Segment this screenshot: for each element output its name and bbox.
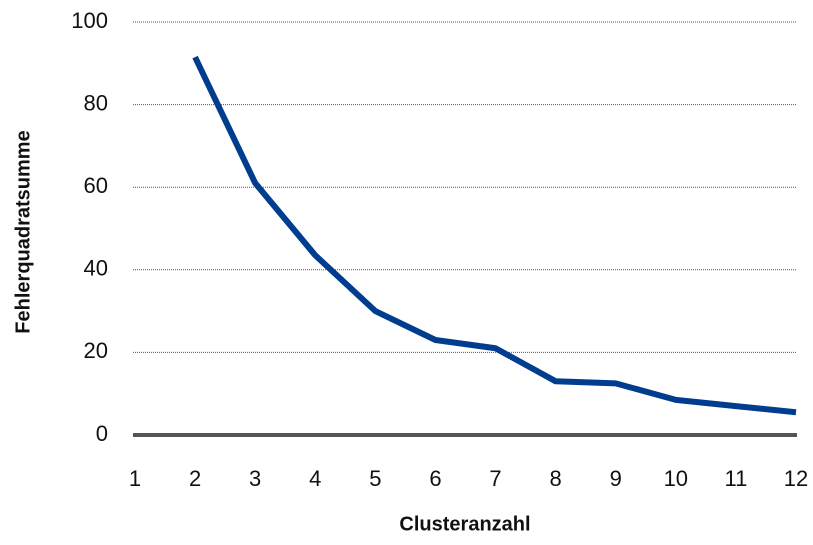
y-tick-label: 60 (84, 173, 108, 198)
x-tick-label: 10 (664, 466, 688, 491)
x-tick-label: 5 (369, 466, 381, 491)
x-tick-label: 11 (724, 466, 747, 491)
y-tick-label: 100 (71, 8, 108, 33)
x-tick-label: 3 (249, 466, 261, 491)
x-tick-label: 8 (550, 466, 562, 491)
x-tick-label: 4 (309, 466, 321, 491)
y-tick-label: 0 (96, 421, 108, 446)
data-line (192, 55, 797, 416)
x-tick-label: 12 (784, 466, 808, 491)
x-tick-label: 9 (610, 466, 622, 491)
x-tick-label: 1 (129, 466, 141, 491)
y-tick-label: 40 (84, 256, 108, 281)
y-axis-title: Fehlerquadratsumme (12, 130, 34, 333)
x-tick-label: 2 (189, 466, 201, 491)
y-tick-label: 80 (84, 90, 108, 115)
x-tick-label: 6 (429, 466, 441, 491)
y-tick-label: 20 (84, 338, 108, 363)
x-tick-label: 7 (489, 466, 501, 491)
x-axis-title: Clusteranzahl (399, 513, 530, 535)
